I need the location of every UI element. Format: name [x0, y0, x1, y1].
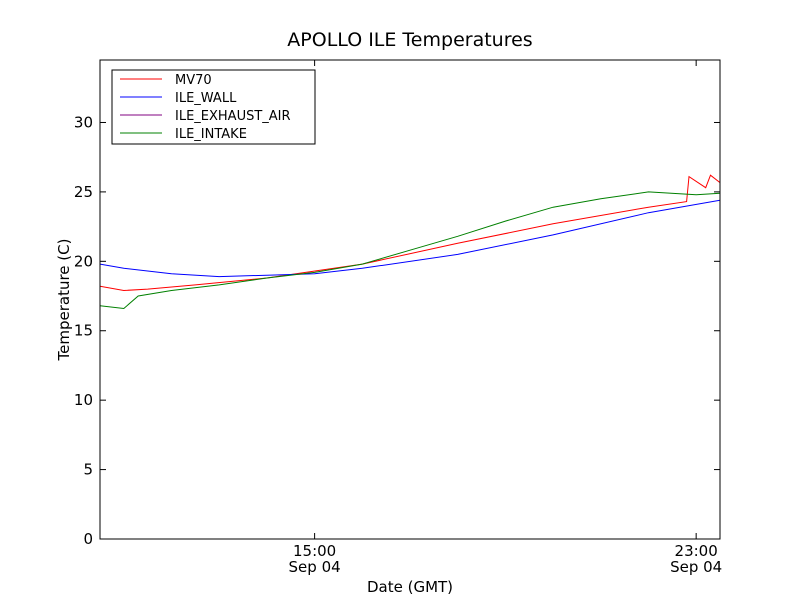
x-tick-date-label: Sep 04 [670, 558, 722, 576]
y-tick-label: 30 [74, 113, 93, 131]
series-line-mv70 [100, 174, 720, 292]
x-tick-date-label: Sep 04 [289, 558, 341, 576]
y-tick-label: 10 [74, 391, 93, 409]
y-axis: 0 5 10 15 20 25 30 [74, 113, 720, 548]
series-line-ile-intake [100, 191, 720, 310]
y-tick-label: 20 [74, 252, 93, 270]
chart-title: APOLLO ILE Temperatures [287, 29, 532, 51]
legend: MV70 ILE_WALL ILE_EXHAUST_AIR ILE_INTAKE [111, 69, 316, 145]
y-tick-label: 0 [83, 530, 93, 548]
legend-label: ILE_INTAKE [175, 127, 247, 142]
legend-label: MV70 [175, 73, 212, 88]
y-axis-label: Temperature (C) [55, 239, 73, 362]
y-tick-label: 15 [74, 322, 93, 340]
series-layer [100, 174, 720, 310]
y-tick-label: 25 [74, 183, 93, 201]
x-tick-time-label: 23:00 [675, 542, 718, 560]
x-axis-label: Date (GMT) [367, 578, 453, 596]
plot-area-frame [99, 59, 721, 540]
y-tick-label: 5 [83, 461, 93, 479]
legend-box [111, 69, 316, 145]
x-tick-time-label: 15:00 [293, 542, 336, 560]
series-line-ile-wall [100, 199, 720, 278]
legend-label: ILE_WALL [175, 91, 237, 106]
legend-label: ILE_EXHAUST_AIR [175, 109, 291, 124]
